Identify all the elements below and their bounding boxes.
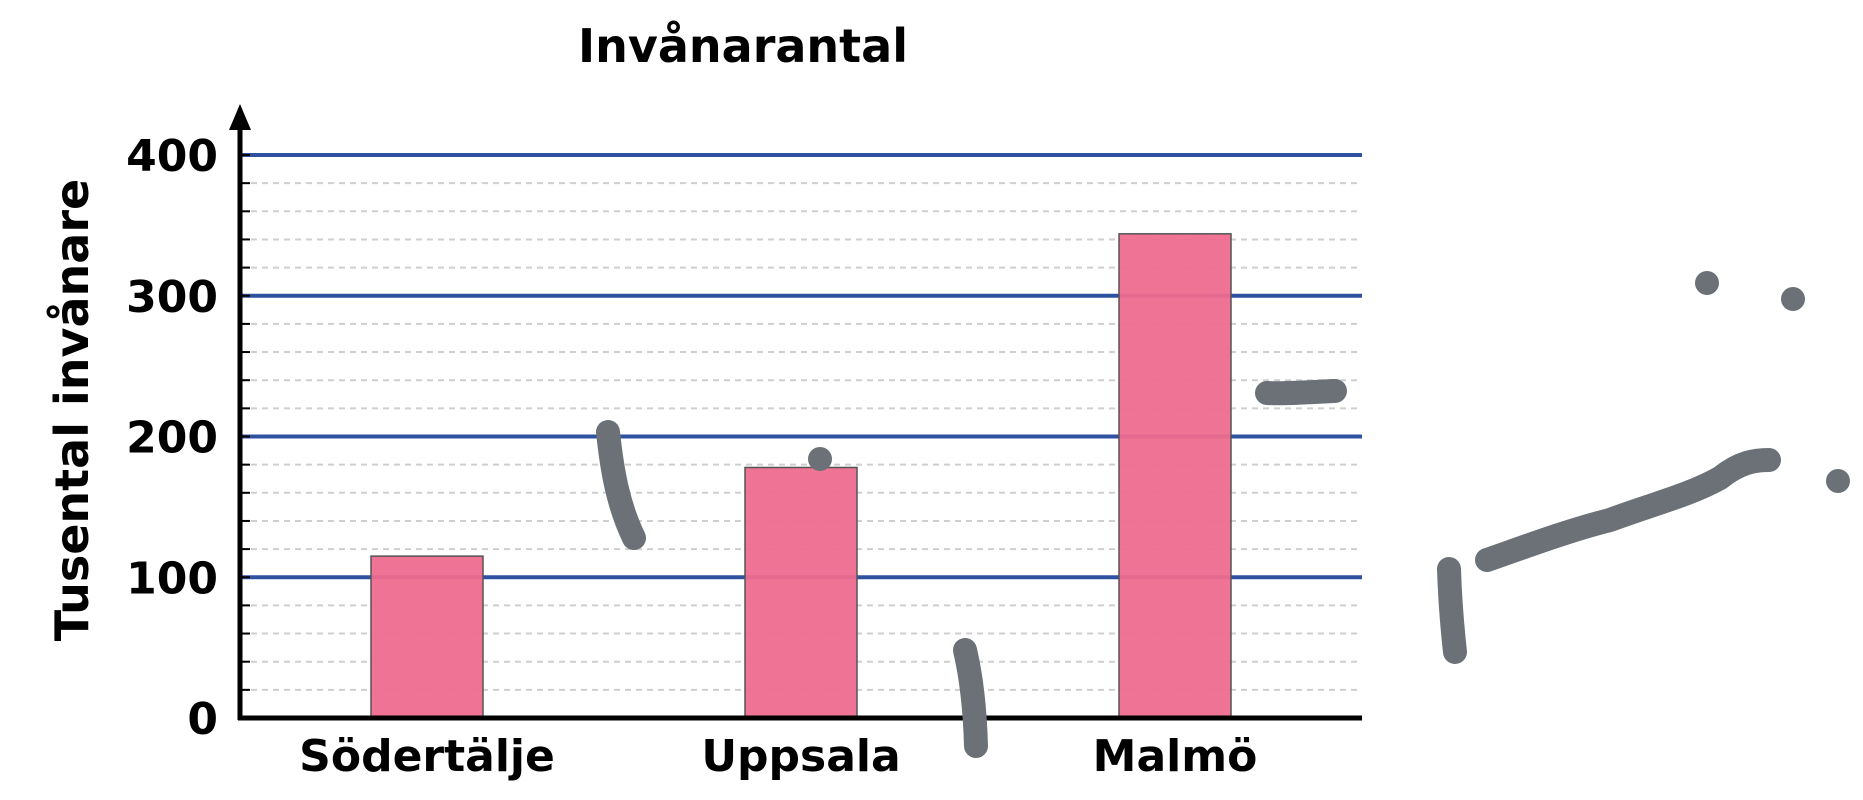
scribble-dot xyxy=(1826,469,1850,493)
scribble-dot xyxy=(1781,287,1805,311)
x-tick-label: Malmö xyxy=(1093,731,1258,782)
bar xyxy=(1118,233,1232,719)
y-axis-label: Tusental invånare xyxy=(45,179,99,641)
scribble-dot xyxy=(808,447,832,471)
y-axis-arrow xyxy=(229,104,251,130)
y-tick-label: 400 xyxy=(126,131,218,182)
scribble-stroke xyxy=(1255,379,1347,406)
x-tick-label: Uppsala xyxy=(701,731,900,782)
scribble-stroke xyxy=(1475,448,1781,572)
scribble-stroke xyxy=(953,638,988,758)
scribble-stroke xyxy=(1437,557,1467,664)
bars xyxy=(370,233,1232,719)
scribble-stroke xyxy=(596,420,646,550)
scribble-dot xyxy=(1695,271,1719,295)
chart-title: Invånarantal xyxy=(578,19,908,73)
x-tick-label: Södertälje xyxy=(299,731,555,782)
y-tick-label: 0 xyxy=(187,694,218,745)
axes xyxy=(229,104,1362,721)
y-tick-label: 200 xyxy=(126,413,218,464)
x-tick-labels: Södertälje Uppsala Malmö xyxy=(299,731,1257,782)
bar xyxy=(370,555,484,719)
y-tick-labels: 0 100 200 300 400 xyxy=(126,131,218,745)
bar xyxy=(744,466,858,719)
scribble-annotations xyxy=(596,271,1850,758)
y-tick-label: 300 xyxy=(126,272,218,323)
y-tick-label: 100 xyxy=(126,553,218,604)
